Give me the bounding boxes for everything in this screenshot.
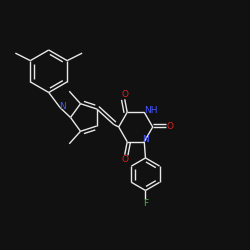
Text: O: O — [167, 122, 174, 132]
Text: N: N — [142, 135, 148, 144]
Text: O: O — [121, 90, 128, 99]
Text: NH: NH — [144, 106, 158, 115]
Text: O: O — [121, 155, 128, 164]
Text: N: N — [60, 102, 66, 111]
Text: F: F — [143, 199, 148, 208]
